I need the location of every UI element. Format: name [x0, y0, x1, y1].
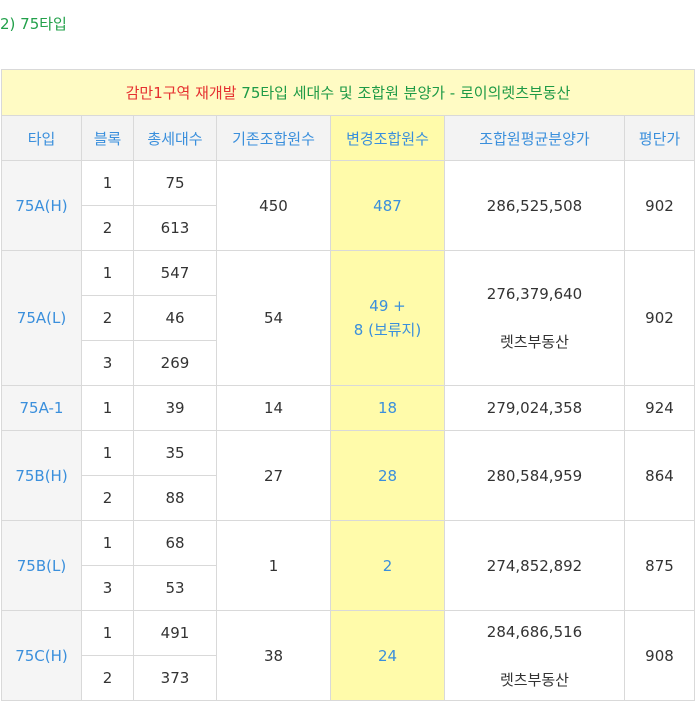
changed-members-line2: 8 (보류지) [353, 321, 422, 339]
existing-members-cell: 54 [216, 250, 331, 386]
block-cell: 2 [81, 295, 134, 341]
avg-price-cell: 274,852,892 [444, 520, 625, 611]
block-cell: 1 [81, 520, 134, 566]
header-existing-members: 기존조합원수 [216, 115, 331, 161]
changed-members-cell: 487 [330, 160, 445, 251]
total-units-cell: 68 [133, 520, 217, 566]
table-row: 2 373 [2, 655, 695, 701]
block-cell: 3 [81, 565, 134, 611]
header-price-per-pyeong: 평단가 [624, 115, 695, 161]
block-cell: 1 [81, 250, 134, 296]
total-units-cell: 373 [133, 655, 217, 701]
block-cell: 2 [81, 655, 134, 701]
block-cell: 1 [81, 430, 134, 476]
table-row: 2 613 [2, 205, 695, 251]
avg-price-cell: 284,686,516 렛츠부동산 [444, 610, 625, 701]
changed-members-cell: 18 [330, 385, 445, 431]
total-units-cell: 88 [133, 475, 217, 521]
table-caption: 감만1구역 재개발 75타입 세대수 및 조합원 분양가 - 로이의렛츠부동산 [1, 69, 695, 116]
header-block: 블록 [81, 115, 134, 161]
table-row: 75A(H) 1 75 450 487 286,525,508 902 [1, 160, 695, 251]
total-units-cell: 46 [133, 295, 217, 341]
type-cell: 75C(H) [1, 610, 82, 701]
changed-members-line1: 49 + [369, 297, 406, 315]
existing-members-cell: 450 [216, 160, 331, 251]
avg-price-cell: 286,525,508 [444, 160, 625, 251]
total-units-cell: 53 [133, 565, 217, 611]
existing-members-cell: 1 [216, 520, 331, 611]
block-cell: 2 [81, 475, 134, 521]
header-row: 타입 블록 총세대수 기존조합원수 변경조합원수 조합원평균분양가 평단가 [1, 115, 695, 161]
block-cell: 3 [81, 340, 134, 386]
changed-members-cell: 24 [330, 610, 445, 701]
changed-members-cell: 2 [330, 520, 445, 611]
avg-price-cell: 279,024,358 [444, 385, 625, 431]
table-row: 3 53 [2, 565, 695, 611]
section-title: 2) 75타입 [0, 15, 67, 33]
block-cell: 1 [81, 160, 134, 206]
avg-price-value: 284,686,516 [486, 622, 583, 641]
total-units-cell: 35 [133, 430, 217, 476]
header-total-units: 총세대수 [133, 115, 217, 161]
header-type: 타입 [1, 115, 82, 161]
type-cell: 75B(H) [1, 430, 82, 521]
price-per-pyeong-cell: 902 [624, 160, 695, 251]
block-cell: 2 [81, 205, 134, 251]
price-per-pyeong-cell: 908 [624, 610, 695, 701]
table-row: 75A(L) 1 547 54 49 + 8 (보류지) 276,379,640… [1, 250, 695, 386]
price-watermark-note: 렛츠부동산 [499, 333, 569, 351]
changed-members-cell: 28 [330, 430, 445, 521]
header-avg-price: 조합원평균분양가 [444, 115, 625, 161]
total-units-cell: 269 [133, 340, 217, 386]
caption-title-red: 감만1구역 재개발 [125, 84, 237, 102]
type-cell: 75A-1 [1, 385, 82, 431]
type-cell: 75B(L) [1, 520, 82, 611]
block-cell: 1 [81, 385, 134, 431]
total-units-cell: 39 [133, 385, 217, 431]
price-per-pyeong-cell: 875 [624, 520, 695, 611]
table-row: 2 46 [2, 295, 695, 341]
changed-members-cell: 49 + 8 (보류지) [330, 250, 445, 386]
table-row: 75A-1 1 39 14 18 279,024,358 924 [1, 385, 695, 431]
avg-price-value: 276,379,640 [486, 285, 583, 303]
price-watermark-note: 렛츠부동산 [499, 670, 569, 689]
table-row: 75C(H) 1 491 38 24 284,686,516 렛츠부동산 908 [1, 610, 695, 701]
pricing-table: 감만1구역 재개발 75타입 세대수 및 조합원 분양가 - 로이의렛츠부동산 … [1, 69, 695, 701]
caption-title-green: 75타입 세대수 및 조합원 분양가 - 로이의렛츠부동산 [236, 84, 571, 102]
total-units-cell: 75 [133, 160, 217, 206]
table-row: 3 269 [2, 340, 695, 386]
total-units-cell: 613 [133, 205, 217, 251]
header-changed-members: 변경조합원수 [330, 115, 445, 161]
table-row: 75B(L) 1 68 1 2 274,852,892 875 [1, 520, 695, 611]
avg-price-cell: 276,379,640 렛츠부동산 [444, 250, 625, 386]
price-per-pyeong-cell: 924 [624, 385, 695, 431]
price-per-pyeong-cell: 864 [624, 430, 695, 521]
block-cell: 1 [81, 610, 134, 656]
avg-price-cell: 280,584,959 [444, 430, 625, 521]
total-units-cell: 547 [133, 250, 217, 296]
existing-members-cell: 27 [216, 430, 331, 521]
table-row: 2 88 [2, 475, 695, 521]
type-cell: 75A(L) [1, 250, 82, 386]
existing-members-cell: 14 [216, 385, 331, 431]
type-cell: 75A(H) [1, 160, 82, 251]
total-units-cell: 491 [133, 610, 217, 656]
price-per-pyeong-cell: 902 [624, 250, 695, 386]
table-row: 75B(H) 1 35 27 28 280,584,959 864 [1, 430, 695, 521]
existing-members-cell: 38 [216, 610, 331, 701]
